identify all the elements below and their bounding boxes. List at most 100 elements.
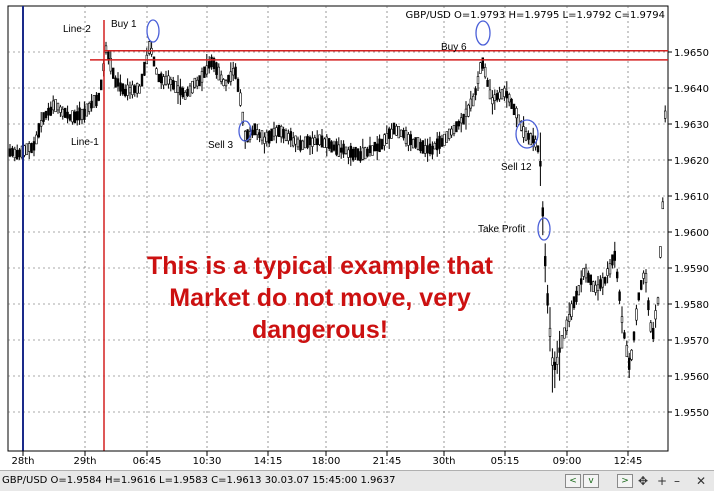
candle-body — [186, 88, 189, 96]
candle-body — [83, 108, 86, 120]
candle-body — [522, 126, 525, 138]
zoom-in-icon[interactable]: + — [657, 474, 668, 488]
price-axis: 1.9650 1.9640 1.9630 1.9620 1.9610 1.9600 1.95… — [668, 48, 709, 419]
candle-body — [272, 127, 276, 137]
sell-3-label: Sell 3 — [208, 140, 233, 151]
candle-body — [107, 51, 110, 60]
candle-body — [42, 112, 45, 122]
candle-body — [232, 67, 235, 76]
candle-body — [452, 124, 456, 135]
candle-body — [68, 114, 72, 121]
candle-body — [601, 277, 605, 288]
scroll-down-button[interactable]: v — [583, 474, 599, 488]
headline-line-2: Market do not move, very — [169, 284, 471, 312]
line-1-label: Line-1 — [71, 137, 99, 148]
candle-body — [572, 296, 576, 309]
candle-body — [255, 129, 259, 136]
candle-body — [512, 103, 516, 116]
candle-body — [64, 107, 67, 118]
candle-body — [356, 148, 360, 161]
candle-body — [524, 130, 528, 141]
candle-body — [215, 62, 218, 75]
candle-body — [594, 284, 597, 293]
candle-body — [152, 56, 156, 67]
candle-body — [318, 134, 321, 145]
candle-body — [8, 148, 12, 157]
scroll-right-button[interactable]: > — [617, 474, 633, 488]
y-tick-label: 1.9630 — [674, 120, 709, 131]
scroll-left-button[interactable]: < — [565, 474, 581, 488]
candle-body — [49, 106, 53, 116]
candle-body — [220, 74, 223, 82]
candle-body — [411, 139, 415, 149]
candle-body — [510, 98, 513, 109]
candle-body — [229, 71, 232, 82]
candle-body — [313, 137, 316, 145]
candle-body — [577, 285, 581, 296]
candle-body — [263, 136, 266, 144]
buy-1-circle[interactable] — [146, 19, 160, 43]
move-icon[interactable]: ✥ — [638, 474, 649, 488]
candle-body — [344, 146, 348, 154]
candle-body — [61, 108, 65, 117]
candle-body — [44, 110, 48, 119]
close-icon[interactable]: ✕ — [696, 474, 707, 488]
candle-body — [35, 134, 38, 145]
candle-body — [39, 120, 43, 127]
candle-body — [284, 130, 288, 141]
candle-body — [395, 125, 398, 136]
candle-body — [527, 132, 530, 140]
candle-body — [495, 93, 499, 101]
candle-body — [505, 91, 508, 99]
candle-body — [606, 268, 609, 276]
take-profit-label: Take Profit — [478, 224, 525, 235]
zoom-out-icon[interactable]: – — [674, 474, 680, 488]
candle-body — [291, 137, 295, 147]
candle-body — [18, 149, 21, 158]
candle-body — [32, 141, 36, 151]
candle-body — [66, 111, 69, 119]
headline-annotation: This is a typical example that Market do… — [80, 250, 560, 346]
candle-body — [239, 92, 242, 106]
candle-body — [663, 110, 667, 119]
candle-body — [275, 127, 278, 137]
candle-body — [591, 281, 595, 292]
price-chart[interactable]: Line-2 Line-1 Buy 1 Buy 6 Sell 3 Sell 12… — [0, 0, 714, 470]
candle-body — [397, 126, 400, 139]
candle-body — [196, 79, 199, 87]
candle-body — [56, 102, 60, 111]
candle-body — [647, 300, 650, 311]
candle-body — [126, 84, 129, 96]
y-tick-label: 1.9640 — [674, 84, 709, 95]
candle-body — [587, 272, 590, 283]
candle-body — [611, 254, 614, 266]
buy-6-circle[interactable] — [475, 20, 491, 46]
candle-body — [265, 131, 268, 142]
sell-12-circle[interactable] — [515, 119, 539, 149]
candle-body — [155, 68, 158, 75]
candle-body — [217, 66, 220, 81]
candle-body — [543, 256, 547, 267]
candle-body — [234, 66, 237, 79]
candle-body — [440, 138, 444, 147]
candle-body — [582, 268, 585, 277]
candle-body — [579, 278, 583, 285]
candle-body — [342, 143, 345, 155]
candle-body — [445, 131, 448, 143]
candle-body — [435, 138, 439, 151]
candle-body — [359, 151, 362, 162]
candle-body — [138, 85, 141, 94]
x-tick-label: 18:00 — [312, 456, 341, 467]
y-tick-label: 1.9580 — [674, 300, 709, 311]
sell-3-circle[interactable] — [238, 120, 252, 142]
candle-body — [402, 130, 405, 139]
candle-body — [148, 41, 151, 54]
candle-body — [164, 75, 168, 86]
time-axis: 28th 29th 06:45 10:30 14:15 18:00 21:45 30th 05:… — [8, 450, 668, 467]
candle-body — [203, 66, 206, 78]
candle-body — [637, 292, 641, 301]
take-profit-circle[interactable] — [537, 217, 551, 241]
candle-body — [124, 88, 127, 97]
candle-body — [270, 128, 273, 142]
